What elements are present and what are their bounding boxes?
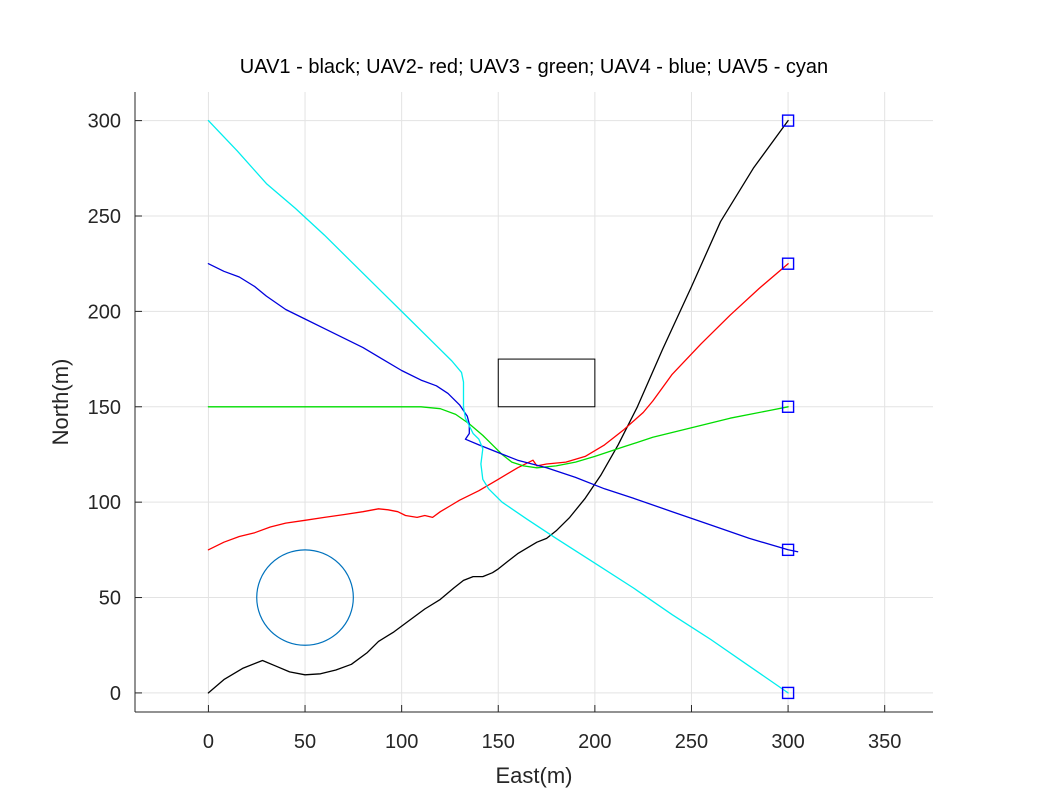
endpoint-markers bbox=[781, 114, 795, 700]
target-marker bbox=[781, 114, 795, 127]
axes bbox=[134, 92, 933, 713]
y-tick-label: 300 bbox=[88, 111, 121, 133]
x-tick-labels: 0 50 100 150 200 250 300 350 bbox=[203, 731, 902, 753]
x-tick-label: 300 bbox=[771, 731, 804, 753]
y-tick-label: 150 bbox=[88, 397, 121, 419]
x-tick-label: 200 bbox=[578, 731, 611, 753]
obstacles bbox=[256, 358, 596, 646]
y-tick-label: 250 bbox=[88, 206, 121, 228]
uav3-trajectory bbox=[207, 406, 789, 469]
uav2-trajectory bbox=[207, 263, 789, 551]
y-tick-label: 0 bbox=[110, 683, 121, 705]
uav5-trajectory bbox=[207, 119, 789, 694]
target-marker bbox=[781, 543, 795, 557]
y-axis-label: North(m) bbox=[48, 359, 73, 446]
x-tick-label: 250 bbox=[675, 731, 708, 753]
x-tick-label: 350 bbox=[868, 731, 901, 753]
chart-title: UAV1 - black; UAV2- red; UAV3 - green; U… bbox=[240, 56, 828, 78]
y-tick-label: 50 bbox=[99, 588, 121, 610]
y-tick-label: 200 bbox=[88, 301, 121, 323]
x-tick-label: 0 bbox=[203, 731, 214, 753]
x-tick-label: 100 bbox=[385, 731, 418, 753]
x-axis-label: East(m) bbox=[496, 763, 573, 788]
target-marker bbox=[781, 686, 795, 700]
rectangular-obstacle bbox=[497, 358, 596, 408]
x-tick-label: 50 bbox=[294, 731, 316, 753]
y-tick-labels: 0 50 100 150 200 250 300 bbox=[88, 111, 121, 705]
target-marker bbox=[781, 257, 795, 270]
plot-area bbox=[135, 92, 933, 712]
uav4-trajectory bbox=[207, 263, 799, 553]
uav-trajectories bbox=[207, 119, 799, 694]
x-tick-label: 150 bbox=[482, 731, 515, 753]
target-marker bbox=[781, 400, 795, 413]
circular-obstacle bbox=[256, 549, 354, 646]
y-tick-label: 100 bbox=[88, 492, 121, 514]
